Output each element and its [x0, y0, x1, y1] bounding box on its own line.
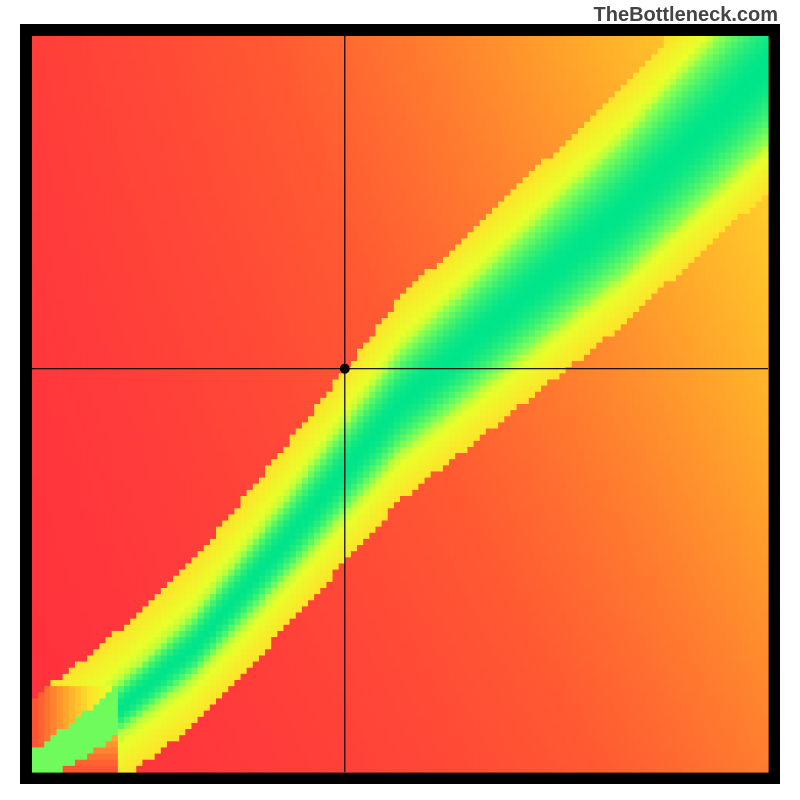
heatmap-cells — [32, 36, 769, 773]
chart-frame — [20, 24, 780, 784]
chart-container: TheBottleneck.com — [0, 0, 800, 800]
heatmap-svg — [20, 24, 780, 784]
crosshair-marker — [340, 364, 350, 374]
watermark-text: TheBottleneck.com — [594, 4, 778, 27]
